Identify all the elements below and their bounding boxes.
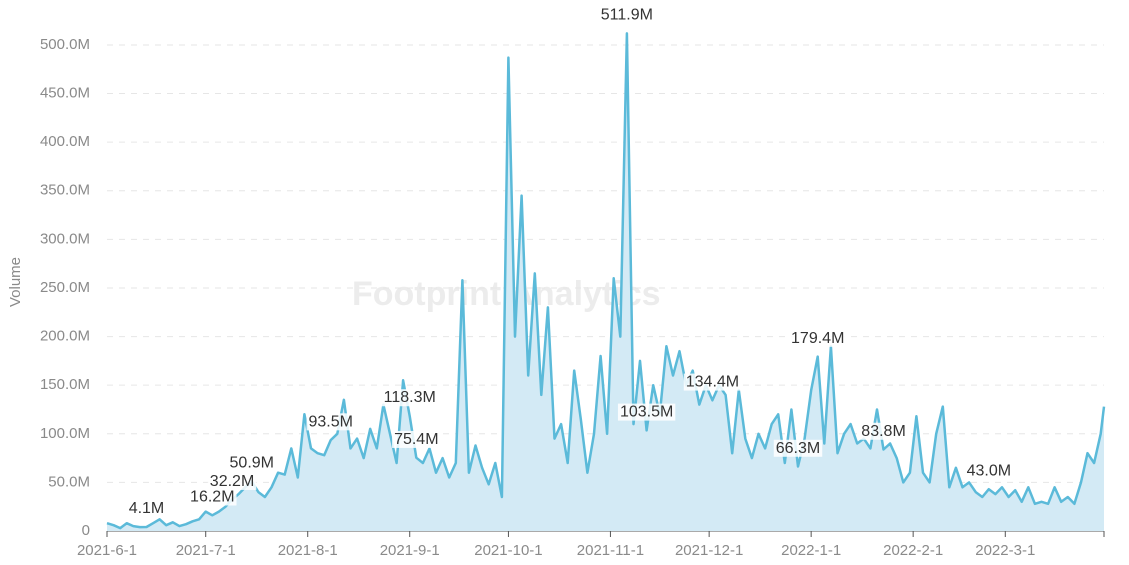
- y-tick-label: 0: [82, 522, 90, 539]
- value-label-bg: [126, 500, 167, 518]
- value-label: 118.3M: [384, 389, 436, 406]
- x-tick-label: 2021-12-1: [675, 542, 743, 559]
- y-tick-label: 350.0M: [40, 182, 90, 199]
- y-tick-label: 200.0M: [40, 328, 90, 345]
- value-label-bg: [598, 6, 655, 24]
- value-label-bg: [859, 422, 908, 440]
- x-tick-label: 2021-10-1: [474, 542, 542, 559]
- value-label: 66.3M: [776, 440, 820, 457]
- value-label-bg: [392, 430, 441, 448]
- value-label: 75.4M: [394, 431, 438, 448]
- value-label-bg: [617, 403, 676, 421]
- y-tick-label: 50.0M: [48, 473, 90, 490]
- x-tick-label: 2021-9-1: [380, 542, 440, 559]
- value-label: 134.4M: [686, 374, 739, 391]
- value-label: 179.4M: [791, 330, 844, 347]
- y-tick-label: 150.0M: [40, 376, 90, 393]
- value-label-bg: [789, 329, 847, 347]
- line: [106, 32, 1106, 530]
- value-label: 32.2M: [210, 473, 254, 490]
- value-label: 16.2M: [190, 488, 234, 505]
- y-axis-label: Volume: [7, 257, 24, 307]
- value-label-bg: [207, 472, 257, 490]
- value-label-bg: [683, 373, 742, 391]
- value-label-bg: [188, 488, 237, 506]
- value-label-bg: [227, 454, 277, 472]
- value-label-bg: [381, 389, 438, 407]
- x-tick-label: 2022-3-1: [975, 542, 1035, 559]
- x-tick-label: 2021-8-1: [278, 542, 338, 559]
- y-tick-label: 300.0M: [40, 230, 90, 247]
- value-label: 50.9M: [230, 455, 274, 472]
- value-label-bg: [964, 462, 1014, 480]
- value-label: 511.9M: [601, 7, 653, 24]
- value-label: 83.8M: [861, 423, 905, 440]
- x-tick-label: 2021-6-1: [77, 542, 137, 559]
- x-tick-label: 2021-7-1: [176, 542, 236, 559]
- y-tick-label: 250.0M: [40, 279, 90, 296]
- y-tick-label: 450.0M: [40, 85, 90, 102]
- x-tick-label: 2022-2-1: [883, 542, 943, 559]
- value-label-bg: [773, 439, 823, 457]
- y-tick-label: 100.0M: [40, 425, 90, 442]
- value-label: 4.1M: [129, 500, 165, 517]
- value-label: 43.0M: [967, 462, 1011, 479]
- value-label: 93.5M: [309, 413, 353, 430]
- area: [107, 33, 1104, 532]
- value-label: 103.5M: [620, 404, 673, 421]
- y-tick-label: 500.0M: [40, 36, 90, 53]
- x-tick-label: 2022-1-1: [781, 542, 841, 559]
- y-tick-label: 400.0M: [40, 133, 90, 150]
- value-label-bg: [306, 413, 355, 431]
- x-tick-label: 2021-11-1: [577, 542, 644, 559]
